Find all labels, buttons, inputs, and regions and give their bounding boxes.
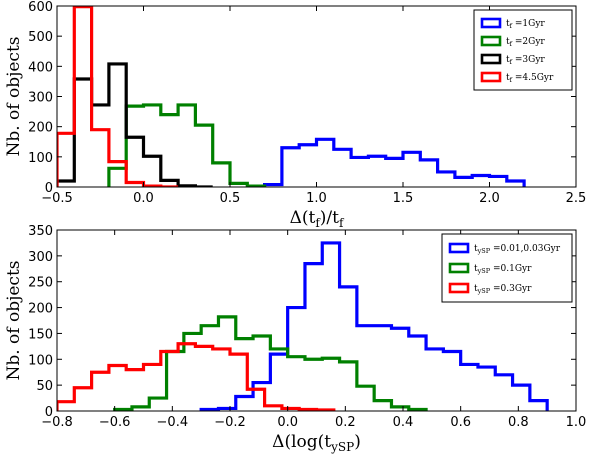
legend-swatch: [448, 282, 470, 294]
x-tick-label: 0.6: [450, 415, 471, 430]
y-tick-label: 100: [28, 353, 53, 368]
y-axis-label: Nb. of objects: [4, 260, 24, 380]
legend-entry: tySP =0.3Gyr: [474, 284, 532, 295]
plot-frame: [56, 229, 577, 412]
legend-entry: tf =3Gyr: [506, 55, 545, 66]
legend-entry: tf =1Gyr: [506, 19, 545, 30]
legend-swatch: [480, 71, 502, 83]
legend-entry: tf =4.5Gyr: [506, 73, 554, 84]
x-tick-label: 2.5: [566, 191, 587, 206]
x-tick-label: −0.2: [214, 415, 246, 430]
legend-box: [441, 233, 573, 303]
x-tick-label: 0.0: [277, 415, 298, 430]
x-tick-label: −0.5: [41, 191, 73, 206]
y-tick-label: 150: [28, 327, 53, 342]
y-tick-label: 600: [28, 0, 53, 15]
legend-entry: tf =2Gyr: [506, 37, 545, 48]
x-tick-label: −0.6: [99, 415, 131, 430]
x-tick-label: 1.5: [393, 191, 414, 206]
x-tick-label: 0.2: [335, 415, 356, 430]
series-2-histogram: [107, 103, 267, 187]
y-tick-label: 50: [36, 379, 53, 394]
y-tick-label: 300: [28, 91, 53, 106]
legend-swatch: [480, 35, 502, 47]
x-tick-label: 2.0: [479, 191, 500, 206]
x-tick-label: 0.5: [220, 191, 241, 206]
legend-swatch: [480, 17, 502, 29]
legend: tf =1Gyr tf =2Gyr tf =3Gyr tf =4.5Gyr: [473, 9, 573, 91]
legend-swatch: [448, 262, 470, 274]
series-3-histogram: [57, 62, 213, 187]
y-tick-label: 0: [45, 181, 53, 196]
legend: tySP =0.01,0.03Gyr tySP =0.1Gyr tySP =0.3G…: [441, 233, 573, 303]
series-3-histogram: [57, 342, 336, 411]
y-tick-label: 250: [28, 276, 53, 291]
y-tick-label: 100: [28, 151, 53, 166]
x-tick-label: 0.0: [133, 191, 154, 206]
y-axis-label: Nb. of objects: [4, 36, 24, 156]
x-tick-label: 1.0: [566, 415, 587, 430]
y-tick-label: 300: [28, 250, 53, 265]
y-tick-label: 350: [28, 224, 53, 239]
x-tick-label: 1.0: [306, 191, 327, 206]
series-2-histogram: [113, 315, 428, 411]
x-axis-label: Δ(tf)/tf: [290, 208, 345, 230]
x-tick-label: −0.8: [41, 415, 73, 430]
series-1-histogram: [199, 241, 549, 411]
x-axis-label: Δ(log(tySP): [272, 432, 361, 454]
y-tick-label: 0: [45, 405, 53, 420]
panel-1: −0.5 0.0 0.5 1.0 1.5 2.0 2.5 0 100 200 300 400 500 60…: [4, 0, 586, 230]
legend-entry: tySP =0.01,0.03Gyr: [474, 244, 561, 255]
y-tick-label: 400: [28, 60, 53, 75]
y-tick-label: 500: [28, 30, 53, 45]
y-tick-label: 200: [28, 121, 53, 136]
x-tick-label: −0.4: [157, 415, 189, 430]
x-tick-label: 0.4: [393, 415, 414, 430]
legend-entry: tySP =0.1Gyr: [474, 264, 532, 275]
x-tick-label: 0.8: [508, 415, 529, 430]
y-tick-label: 200: [28, 302, 53, 317]
series-1-histogram: [263, 137, 526, 187]
panel-2: −0.8 −0.6 −0.4 −0.2 0.0 0.2 0.4 0.6 0.8 1.0 0 50 100…: [4, 224, 586, 454]
legend-swatch: [480, 53, 502, 65]
legend-box: [473, 9, 573, 91]
series-4-histogram: [57, 6, 179, 187]
legend-swatch: [448, 242, 470, 254]
